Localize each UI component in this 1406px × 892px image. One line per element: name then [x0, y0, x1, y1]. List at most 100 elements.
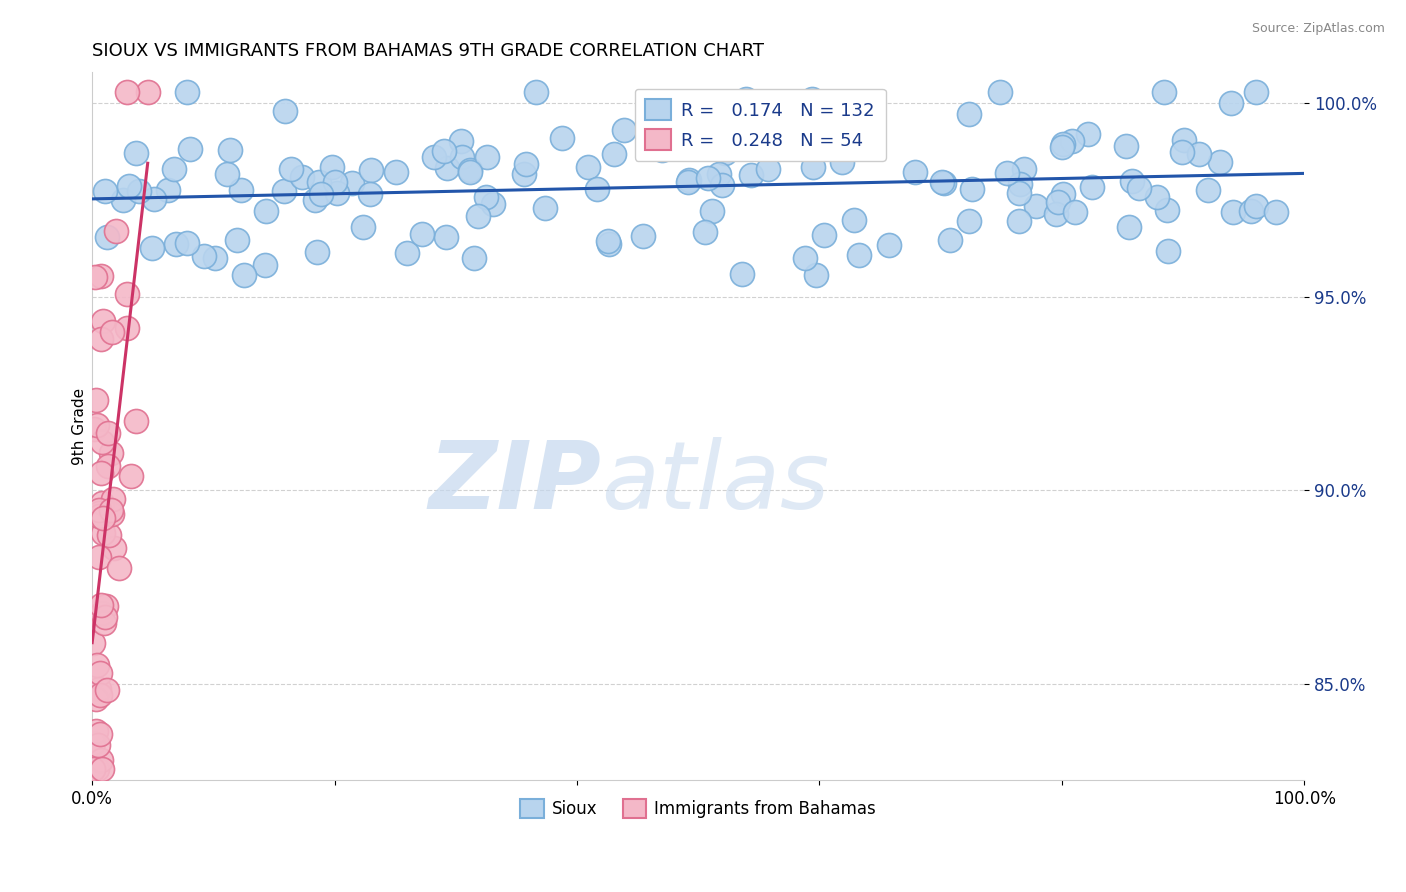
Point [1063, 205, 1085, 219]
Point [451, 150, 474, 164]
Point [422, 150, 444, 164]
Point [87, 549, 110, 564]
Point [482, 197, 505, 211]
Point [120, 468, 142, 483]
Point [697, 171, 720, 186]
Point [1045, 207, 1067, 221]
Point [598, 234, 620, 248]
Point [86, 658, 108, 673]
Point [1173, 133, 1195, 147]
Point [104, 224, 127, 238]
Point [756, 161, 779, 176]
Point [176, 85, 198, 99]
Point [1128, 181, 1150, 195]
Point [93, 526, 115, 541]
Point [325, 175, 347, 189]
Point [467, 209, 489, 223]
Point [995, 165, 1018, 179]
Point [794, 251, 817, 265]
Point [97, 458, 120, 473]
Point [96, 682, 118, 697]
Point [817, 113, 839, 128]
Point [433, 144, 456, 158]
Point [91, 606, 114, 620]
Point [193, 249, 215, 263]
Point [86, 762, 108, 776]
Point [291, 169, 314, 184]
Point [603, 147, 626, 161]
Point [340, 177, 363, 191]
Point [385, 165, 408, 179]
Point [84, 270, 107, 285]
Point [475, 150, 498, 164]
Point [136, 85, 159, 99]
Point [325, 186, 347, 200]
Point [711, 178, 734, 193]
Point [280, 161, 302, 176]
Point [91, 510, 114, 524]
Text: Source: ZipAtlas.com: Source: ZipAtlas.com [1251, 22, 1385, 36]
Point [585, 182, 607, 196]
Point [524, 85, 547, 99]
Point [103, 541, 125, 556]
Point [702, 204, 724, 219]
Point [1081, 180, 1104, 194]
Point [96, 230, 118, 244]
Point [932, 177, 955, 191]
Point [1050, 140, 1073, 154]
Point [307, 245, 329, 260]
Point [165, 237, 187, 252]
Point [938, 233, 960, 247]
Point [101, 508, 124, 522]
Point [90, 753, 112, 767]
Point [107, 561, 129, 575]
Point [1012, 162, 1035, 177]
Point [91, 762, 114, 776]
Point [142, 192, 165, 206]
Point [598, 236, 620, 251]
Point [91, 496, 114, 510]
Point [1008, 214, 1031, 228]
Point [904, 165, 927, 179]
Point [97, 426, 120, 441]
Point [957, 214, 980, 228]
Point [1153, 85, 1175, 99]
Point [93, 610, 115, 624]
Point [801, 160, 824, 174]
Point [253, 258, 276, 272]
Point [576, 161, 599, 175]
Point [256, 203, 278, 218]
Point [89, 726, 111, 740]
Point [100, 502, 122, 516]
Point [1052, 187, 1074, 202]
Point [1146, 190, 1168, 204]
Point [1077, 127, 1099, 141]
Point [1209, 154, 1232, 169]
Point [91, 314, 114, 328]
Point [86, 738, 108, 752]
Point [1046, 194, 1069, 209]
Point [846, 128, 869, 143]
Point [83, 422, 105, 436]
Point [1118, 220, 1140, 235]
Point [94, 184, 117, 198]
Point [877, 238, 900, 252]
Point [731, 267, 754, 281]
Point [1265, 204, 1288, 219]
Point [1222, 205, 1244, 219]
Point [93, 615, 115, 630]
Point [163, 161, 186, 176]
Point [115, 85, 138, 99]
Point [1188, 146, 1211, 161]
Point [309, 187, 332, 202]
Point [90, 269, 112, 284]
Point [631, 228, 654, 243]
Point [176, 235, 198, 250]
Point [218, 143, 240, 157]
Point [89, 682, 111, 697]
Point [90, 599, 112, 613]
Point [273, 104, 295, 119]
Point [676, 175, 699, 189]
Point [1244, 85, 1267, 99]
Point [204, 251, 226, 265]
